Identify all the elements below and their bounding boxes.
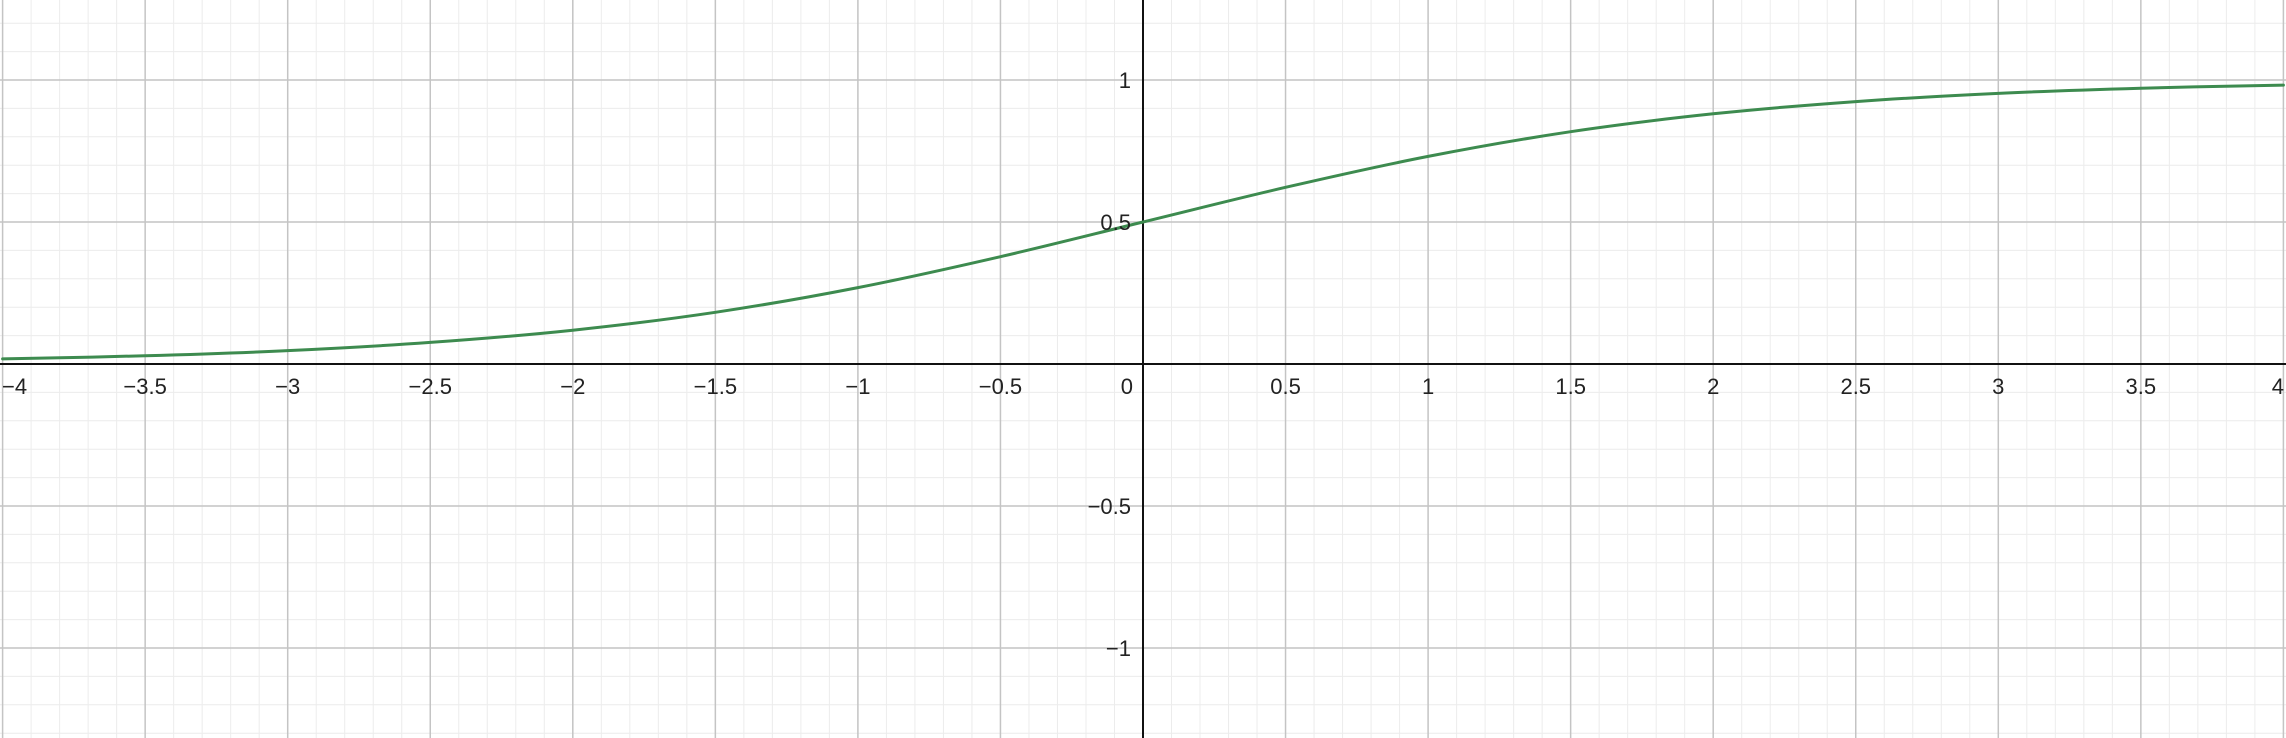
x-tick-label: −2 <box>560 374 585 399</box>
y-tick-label: −0.5 <box>1088 494 1131 519</box>
x-tick-label: 2.5 <box>1840 374 1871 399</box>
x-tick-labels: −4 −3.5 −3 −2.5 −2 −1.5 −1 −0.5 0 0.5 1 1.5 2 2.5 3 3.5… <box>2 374 2284 399</box>
x-tick-label: −0.5 <box>979 374 1022 399</box>
x-tick-label: 0 <box>1121 374 1133 399</box>
series-group <box>1 83 2285 361</box>
x-tick-label: 0.5 <box>1270 374 1301 399</box>
x-tick-label: −1 <box>845 374 870 399</box>
x-tick-label: −4 <box>2 374 27 399</box>
x-tick-label: −1.5 <box>694 374 737 399</box>
x-tick-label: 4 <box>2272 374 2284 399</box>
x-tick-label: 3.5 <box>2126 374 2157 399</box>
x-tick-label: −3.5 <box>123 374 166 399</box>
y-tick-label: −1 <box>1106 636 1131 661</box>
x-tick-label: 3 <box>1992 374 2004 399</box>
series-line <box>1 83 2285 361</box>
x-tick-label: −2.5 <box>409 374 452 399</box>
x-tick-label: 1 <box>1422 374 1434 399</box>
x-tick-label: −3 <box>275 374 300 399</box>
x-tick-label: 2 <box>1707 374 1719 399</box>
y-tick-label: 0.5 <box>1100 210 1131 235</box>
y-tick-labels: −1 −0.5 0.5 1 <box>1088 68 1131 661</box>
x-tick-label: 1.5 <box>1555 374 1586 399</box>
y-tick-label: 1 <box>1119 68 1131 93</box>
